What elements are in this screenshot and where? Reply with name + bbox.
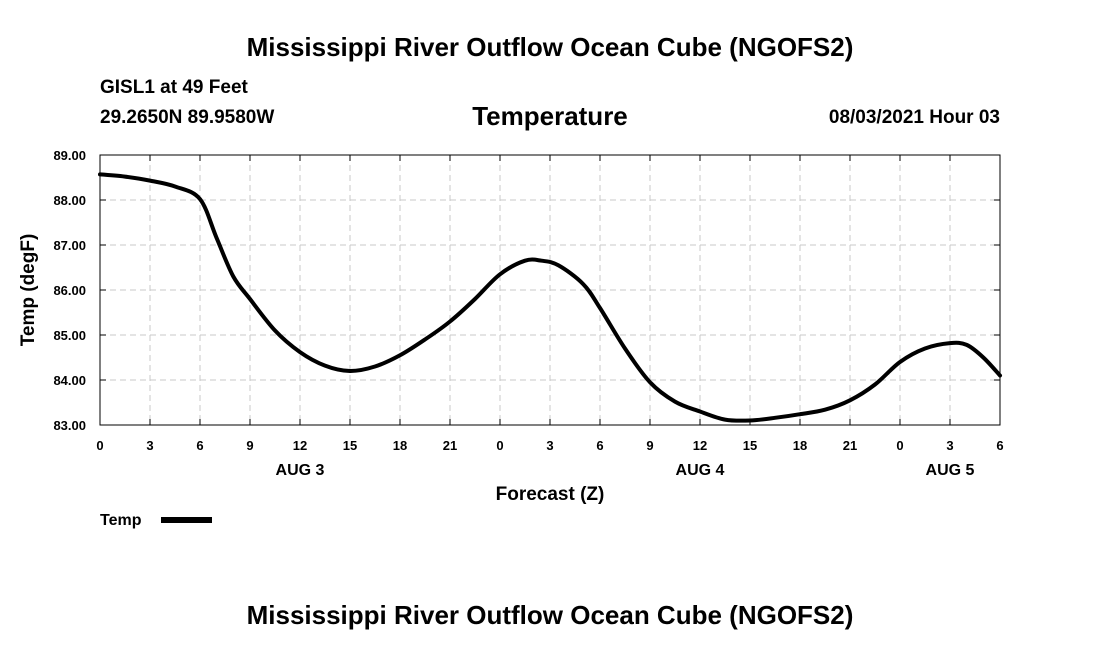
day-label: AUG 4 bbox=[676, 462, 725, 479]
x-tick-label: 21 bbox=[443, 438, 457, 453]
temp-series-line bbox=[98, 172, 1002, 423]
day-label: AUG 5 bbox=[926, 462, 975, 479]
x-tick-label: 6 bbox=[196, 438, 203, 453]
legend-label-temp: Temp bbox=[100, 512, 142, 529]
x-axis-label: Forecast (Z) bbox=[496, 484, 605, 505]
y-tick-label: 84.00 bbox=[53, 373, 86, 388]
x-tick-label: 12 bbox=[293, 438, 307, 453]
forecast-datetime: 08/03/2021 Hour 03 bbox=[828, 107, 1000, 128]
station-label: GISL1 at 49 Feet bbox=[100, 77, 248, 98]
chart-title: Temperature bbox=[472, 101, 628, 131]
y-axis-ticks: 83.00 84.00 85.00 86.00 87.00 88.00 89.00 bbox=[53, 148, 1000, 433]
station-coordinates: 29.2650N 89.9580W bbox=[100, 107, 275, 128]
x-tick-label: 18 bbox=[393, 438, 407, 453]
main-title: Mississippi River Outflow Ocean Cube (NG… bbox=[246, 32, 854, 62]
legend: Temp bbox=[100, 512, 212, 529]
y-tick-label: 88.00 bbox=[53, 193, 86, 208]
x-tick-label: 3 bbox=[146, 438, 153, 453]
x-tick-label: 18 bbox=[793, 438, 807, 453]
x-tick-label: 0 bbox=[896, 438, 903, 453]
day-label: AUG 3 bbox=[276, 462, 325, 479]
x-tick-label: 21 bbox=[843, 438, 857, 453]
x-axis-ticks: 0 3 6 9 12 15 18 21 0 3 6 9 12 15 18 21 0 3 6 bbox=[96, 155, 1004, 453]
y-tick-label: 85.00 bbox=[53, 328, 86, 343]
day-labels: AUG 3 AUG 4 AUG 5 bbox=[276, 462, 975, 479]
x-tick-label: 15 bbox=[343, 438, 357, 453]
y-tick-label: 83.00 bbox=[53, 418, 86, 433]
x-tick-label: 9 bbox=[646, 438, 653, 453]
x-tick-label: 0 bbox=[496, 438, 503, 453]
grid-lines bbox=[100, 155, 1000, 425]
x-tick-label: 9 bbox=[246, 438, 253, 453]
y-tick-label: 87.00 bbox=[53, 238, 86, 253]
y-axis-label: Temp (degF) bbox=[18, 234, 39, 347]
y-tick-label: 89.00 bbox=[53, 148, 86, 163]
x-tick-label: 0 bbox=[96, 438, 103, 453]
x-tick-label: 6 bbox=[996, 438, 1003, 453]
x-tick-label: 3 bbox=[546, 438, 553, 453]
x-tick-label: 15 bbox=[743, 438, 757, 453]
footer-title: Mississippi River Outflow Ocean Cube (NG… bbox=[246, 600, 854, 630]
x-tick-label: 6 bbox=[596, 438, 603, 453]
x-tick-label: 12 bbox=[693, 438, 707, 453]
x-tick-label: 3 bbox=[946, 438, 953, 453]
y-tick-label: 86.00 bbox=[53, 283, 86, 298]
